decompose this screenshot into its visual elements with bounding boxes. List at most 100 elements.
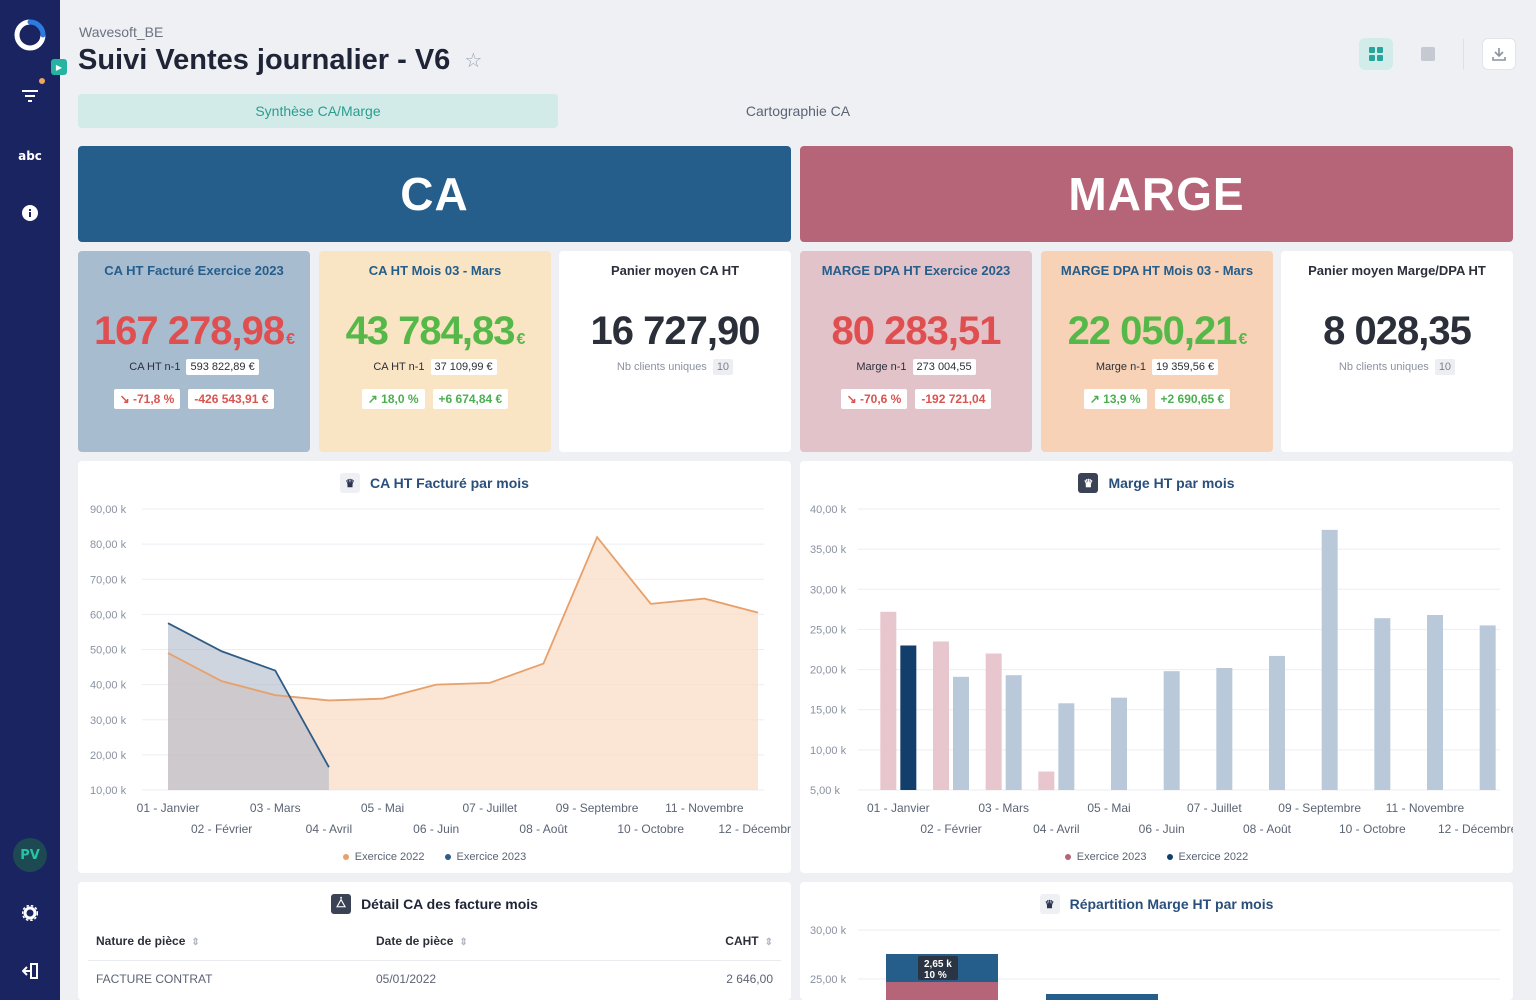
repartition-panel: ♛ Répartition Marge HT par mois 25,00 k 3… (800, 882, 1513, 1000)
y-tick-label: 10,00 k (810, 745, 847, 757)
app-logo[interactable] (0, 18, 60, 52)
cell-date: 05/01/2022 (376, 972, 437, 986)
workspace-breadcrumb[interactable]: Wavesoft_BE (79, 24, 164, 40)
stack-bar-second (1046, 994, 1158, 1000)
table-icon[interactable]: ⧊ (331, 894, 352, 914)
kpi-previous: Marge n-1 273 004,55 (800, 359, 1032, 375)
table-row[interactable]: FACTURE CONTRAT 05/01/2022 2 646,00 (96, 972, 773, 986)
tab-cartographie[interactable]: Cartographie CA (745, 103, 851, 119)
favorite-star-icon[interactable]: ☆ (464, 50, 483, 72)
annotation-pct: 10 % (924, 970, 947, 981)
x-tick-label: 03 - Mars (250, 801, 301, 815)
kpi-prev-label: Marge n-1 (856, 361, 907, 373)
y-tick-label: 50,00 k (90, 645, 127, 657)
kpi-delta-abs: +2 690,65 € (1154, 389, 1231, 409)
y-tick-label: 35,00 k (810, 544, 847, 556)
page-title-text: Suivi Ventes journalier - V6 (78, 44, 451, 76)
header-caht[interactable]: CAHT ⇕ (676, 934, 773, 948)
kpi-delta-abs: -426 543,91 € (188, 389, 275, 409)
kpi-ca-mois: CA HT Mois 03 - Mars 43 784,83 € CA HT n-… (319, 251, 551, 452)
crown-icon[interactable]: ♛ (1039, 894, 1060, 914)
y-tick-label: 30,00 k (90, 715, 127, 727)
header-label: Nature de pièce (96, 934, 186, 948)
kpi-title: MARGE DPA HT Mois 03 - Mars (1060, 263, 1254, 278)
table-header: Nature de pièce ⇕ Date de pièce ⇕ CAHT ⇕ (96, 934, 773, 948)
line-2023 (167, 622, 330, 768)
header-label: Date de pièce (376, 934, 454, 948)
x-tick-label: 07 - Juillet (1187, 801, 1242, 815)
kpi-clients-label: Nb clients uniques (1338, 361, 1429, 373)
gear-icon[interactable] (0, 900, 60, 926)
sort-icon[interactable]: ⇕ (764, 937, 773, 948)
sort-icon[interactable]: ⇕ (191, 937, 200, 948)
x-tick-label: 10 - Octobre (617, 822, 684, 836)
kpi-value-number: 22 050,21 (1067, 309, 1238, 353)
y-tick-label: 70,00 k (90, 574, 127, 586)
tab-synthese[interactable]: Synthèse CA/Marge (78, 94, 558, 128)
kpi-unit: € (286, 331, 295, 348)
legend-item-2022[interactable]: Exercice 2022 (1166, 851, 1248, 863)
x-tick-label: 08 - Août (519, 822, 568, 836)
y-tick-label: 5,00 k (810, 785, 840, 797)
sidebar-toggle-icon[interactable]: ▶ (51, 59, 67, 75)
crown-icon[interactable]: ♛ (1078, 473, 1099, 493)
kpi-prev-value: 37 109,99 € (430, 359, 497, 375)
kpi-panier-ca: Panier moyen CA HT 16 727,90 Nb clients … (559, 251, 791, 452)
kpi-clients-value: 10 (1434, 359, 1456, 375)
y-tick-label: 40,00 k (810, 504, 847, 516)
legend-item-2023[interactable]: Exercice 2023 (1064, 851, 1147, 863)
header-nature[interactable]: Nature de pièce ⇕ (96, 934, 376, 948)
x-tick-label: 11 - Novembre (1386, 801, 1465, 815)
ca-chart-panel: ♛ CA HT Facturé par mois 10,00 k 20,00 k 3… (78, 461, 791, 873)
kpi-value: 43 784,83 € (319, 309, 551, 354)
bar-2023 (933, 641, 949, 790)
y-tick-label: 10,00 k (90, 785, 127, 797)
header-date[interactable]: Date de pièce ⇕ (376, 934, 676, 948)
bar-2022 (1269, 655, 1285, 790)
logout-icon[interactable] (0, 958, 60, 984)
bar-2023 (880, 611, 897, 790)
x-tick-label: 06 - Juin (1139, 822, 1185, 836)
crown-icon[interactable]: ♛ (340, 473, 361, 493)
kpi-prev-label: CA HT n-1 (129, 361, 181, 373)
filter-icon[interactable] (0, 82, 60, 110)
kpi-ca-exercice: CA HT Facturé Exercice 2023 167 278,98 € … (78, 251, 310, 452)
x-tick-label: 01 - Janvier (137, 801, 200, 815)
kpi-prev-label: CA HT n-1 (373, 361, 425, 373)
x-tick-label: 09 - Septembre (556, 801, 639, 815)
table-title: ⧊ Détail CA des facture mois (78, 894, 791, 914)
x-tick-label: 05 - Mai (361, 801, 404, 815)
download-icon (1492, 48, 1506, 61)
kpi-title: MARGE DPA HT Exercice 2023 (821, 263, 1011, 278)
grid-view-button[interactable] (1359, 38, 1393, 70)
kpi-value-number: 167 278,98 (93, 309, 285, 353)
table-divider (88, 960, 781, 961)
line-2022 (167, 535, 759, 702)
kpi-clients: Nb clients uniques 10 (559, 359, 791, 375)
download-button[interactable] (1482, 38, 1516, 70)
single-view-button[interactable] (1411, 38, 1445, 70)
x-tick-label: 03 - Mars (978, 801, 1029, 815)
kpi-clients-label: Nb clients uniques (616, 361, 707, 373)
y-tick-label: 15,00 k (810, 705, 847, 717)
bar-2022 (1005, 675, 1022, 790)
y-tick-label: 20,00 k (810, 665, 847, 677)
user-avatar[interactable]: PV (0, 838, 60, 872)
legend-item-2023[interactable]: Exercice 2023 (444, 851, 526, 863)
kpi-previous: CA HT n-1 37 109,99 € (319, 359, 551, 375)
bar-2022 (1427, 614, 1443, 790)
kpi-clients-value: 10 (712, 359, 734, 375)
info-icon[interactable] (0, 200, 60, 226)
y-tick-label: 30,00 k (810, 925, 847, 937)
ca-area-chart[interactable]: 10,00 k 20,00 k 30,00 k 40,00 k 50,00 k 60,00… (78, 461, 791, 873)
marge-bar-chart[interactable]: 5,00 k 10,00 k 15,00 k 20,00 k 25,00 k 30,00 … (800, 461, 1513, 873)
abc-icon[interactable]: abc (18, 149, 42, 163)
legend-item-2022[interactable]: Exercice 2022 (342, 851, 425, 863)
x-tick-label: 04 - Avril (1033, 822, 1079, 836)
sort-icon[interactable]: ⇕ (459, 937, 468, 948)
bar-2022 (953, 676, 969, 790)
repartition-chart[interactable]: 25,00 k 30,00 k 2,65 k10 % (800, 882, 1513, 1000)
kpi-deltas: ↗ 13,9 % +2 690,65 € (1041, 389, 1273, 409)
bar-2022 (1163, 671, 1180, 790)
kpi-value: 22 050,21 € (1041, 309, 1273, 354)
